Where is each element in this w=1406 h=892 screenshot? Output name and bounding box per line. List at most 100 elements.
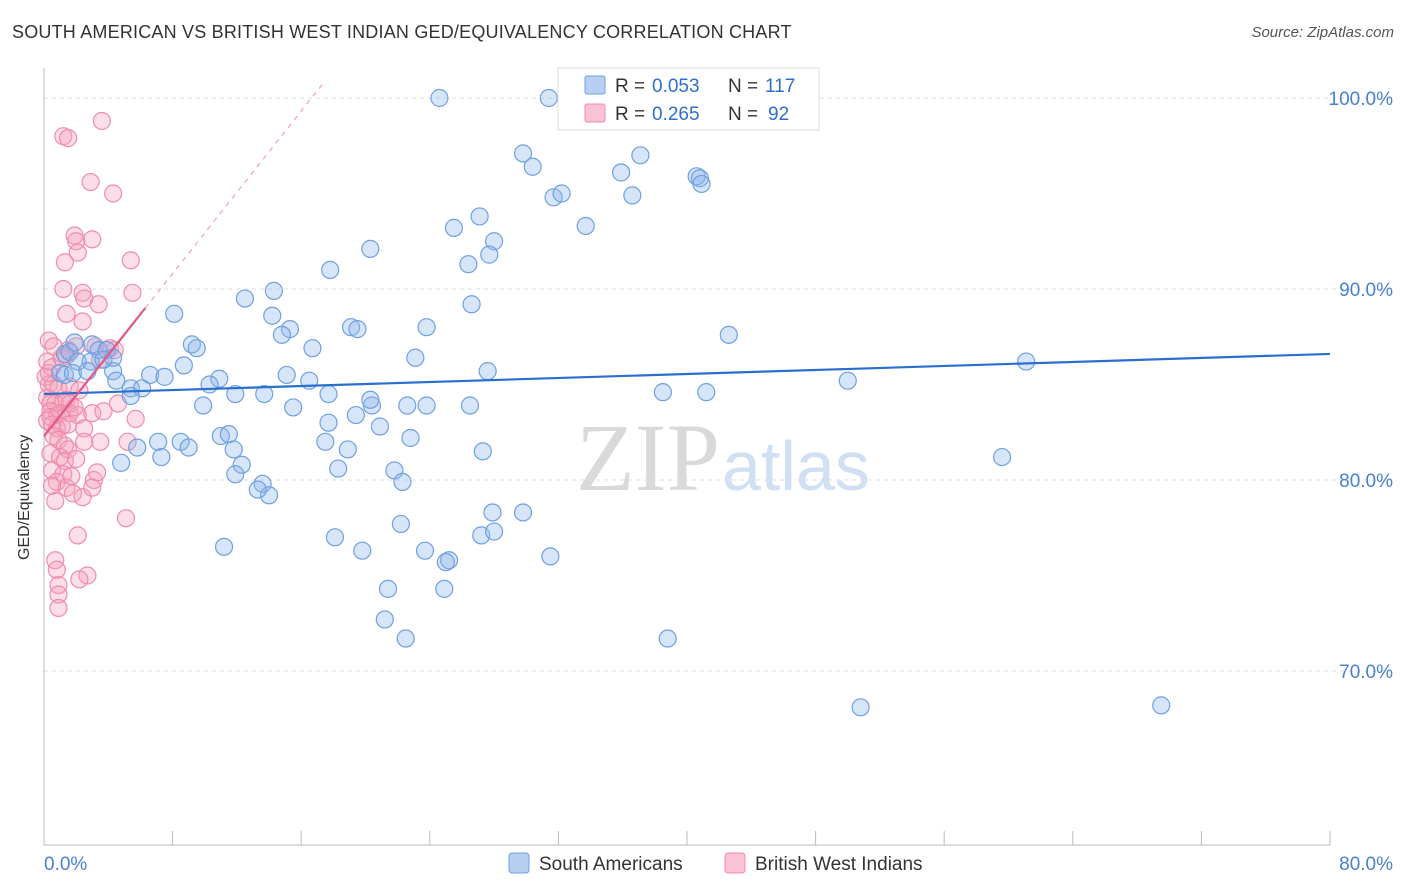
south-american-point bbox=[576, 216, 595, 236]
south-american-point bbox=[653, 383, 672, 402]
south-american-point bbox=[321, 260, 340, 279]
south-american-point bbox=[255, 384, 274, 404]
south-american-point bbox=[264, 281, 283, 301]
x-tick-label: 0.0% bbox=[44, 854, 87, 875]
south-american-point bbox=[513, 503, 533, 522]
south-american-point bbox=[214, 537, 234, 556]
british-west-indian-point bbox=[67, 232, 86, 251]
british-west-indian-point bbox=[91, 432, 110, 451]
south-american-point bbox=[65, 333, 84, 352]
y-tick-labels: 70.0% 80.0% 90.0% 100.0% bbox=[1329, 89, 1394, 683]
british-west-indian-point bbox=[38, 352, 57, 371]
british-west-indians-trend-line bbox=[43, 307, 147, 437]
british-west-indian-point bbox=[75, 432, 94, 451]
british-west-indian-point bbox=[89, 295, 108, 314]
south-american-point bbox=[370, 417, 390, 436]
y-tick-label: 80.0% bbox=[1339, 471, 1393, 492]
south-american-point bbox=[179, 438, 198, 457]
south-american-point bbox=[1152, 696, 1171, 715]
british-west-indian-point bbox=[67, 449, 86, 469]
south-american-point bbox=[224, 440, 243, 459]
x-tick-labels: 0.0% 80.0% bbox=[44, 854, 1393, 875]
british-west-indian-point bbox=[83, 404, 102, 423]
south-american-point bbox=[112, 453, 131, 472]
british-west-indian-point bbox=[46, 551, 65, 570]
south-american-point bbox=[348, 320, 367, 339]
y-tick-label: 100.0% bbox=[1329, 89, 1394, 110]
british-west-indian-point bbox=[73, 312, 92, 331]
south-american-point bbox=[338, 440, 357, 459]
south-american-point bbox=[480, 245, 499, 264]
british-west-indian-point bbox=[126, 409, 145, 428]
south-american-point bbox=[478, 362, 497, 381]
south-american-point bbox=[398, 396, 417, 415]
british-west-indian-point bbox=[41, 407, 60, 427]
british-west-indian-point bbox=[59, 129, 78, 148]
bottom-legend-british-west-indians: British West Indians bbox=[755, 854, 923, 875]
south-american-point bbox=[303, 339, 322, 358]
british-west-indian-point bbox=[121, 251, 140, 270]
south-american-point bbox=[165, 304, 184, 323]
british-west-indian-point bbox=[68, 243, 87, 262]
south-american-point bbox=[316, 432, 335, 451]
south-american-point bbox=[235, 289, 255, 308]
british-west-indian-point bbox=[57, 304, 76, 323]
british-west-indian-point bbox=[39, 331, 58, 350]
axes bbox=[43, 68, 1331, 846]
south-american-point bbox=[155, 367, 174, 386]
british-west-indian-point bbox=[83, 230, 102, 249]
south-american-point bbox=[319, 384, 338, 404]
south-american-point bbox=[851, 698, 870, 717]
south-american-point bbox=[140, 365, 160, 385]
south-american-point bbox=[1017, 352, 1036, 371]
south-american-point bbox=[329, 459, 348, 478]
british-west-indian-point bbox=[81, 172, 100, 192]
british-west-indian-point bbox=[62, 467, 81, 486]
south-american-point bbox=[658, 629, 677, 648]
south-american-point bbox=[417, 396, 436, 415]
south-american-point bbox=[719, 325, 738, 344]
south-american-point bbox=[541, 547, 560, 566]
south-american-point bbox=[248, 480, 267, 499]
south-american-point bbox=[435, 579, 454, 598]
south-american-point bbox=[611, 163, 631, 182]
x-tick-label: 80.0% bbox=[1339, 854, 1393, 875]
south-american-point bbox=[194, 396, 213, 415]
british-west-indian-point bbox=[55, 253, 74, 272]
british-west-indian-point bbox=[42, 476, 62, 495]
south-american-point bbox=[375, 610, 394, 629]
south-american-point bbox=[272, 325, 292, 344]
south-american-point bbox=[552, 184, 571, 203]
source-label: Source: ZipAtlas.com bbox=[1251, 24, 1394, 41]
british-west-indian-point bbox=[47, 560, 66, 579]
legend-n-value-1: 117 bbox=[765, 76, 795, 97]
legend-swatch-pink bbox=[584, 103, 606, 123]
legend-r-label-2: R = bbox=[615, 104, 645, 125]
legend-r-value-2: 0.265 bbox=[652, 104, 700, 125]
british-west-indian-point bbox=[104, 184, 123, 203]
british-west-indian-point bbox=[116, 509, 136, 528]
south-american-point bbox=[277, 365, 296, 385]
south-american-point bbox=[63, 363, 83, 383]
south-american-point bbox=[406, 348, 425, 367]
y-tick-label: 90.0% bbox=[1339, 280, 1393, 301]
british-west-indian-point bbox=[42, 461, 62, 480]
south-american-point bbox=[341, 318, 361, 337]
south-american-point bbox=[444, 218, 464, 237]
south-american-point bbox=[78, 362, 97, 381]
british-west-indian-point bbox=[75, 419, 94, 438]
legend-n-label-2: N = bbox=[728, 104, 758, 125]
british-west-indian-point bbox=[83, 478, 102, 497]
south-american-point bbox=[187, 339, 206, 358]
south-american-point bbox=[325, 528, 345, 547]
south-american-point bbox=[436, 553, 455, 572]
british-west-indian-point bbox=[59, 415, 78, 434]
legend-r-label-1: R = bbox=[615, 76, 645, 97]
south-american-point bbox=[152, 447, 171, 467]
south-american-point bbox=[439, 551, 459, 570]
south-american-point bbox=[232, 455, 251, 474]
chart-title: SOUTH AMERICAN VS BRITISH WEST INDIAN GE… bbox=[12, 22, 792, 42]
british-west-indian-point bbox=[87, 463, 107, 482]
south-american-point bbox=[485, 232, 504, 251]
south-american-point bbox=[513, 144, 533, 163]
